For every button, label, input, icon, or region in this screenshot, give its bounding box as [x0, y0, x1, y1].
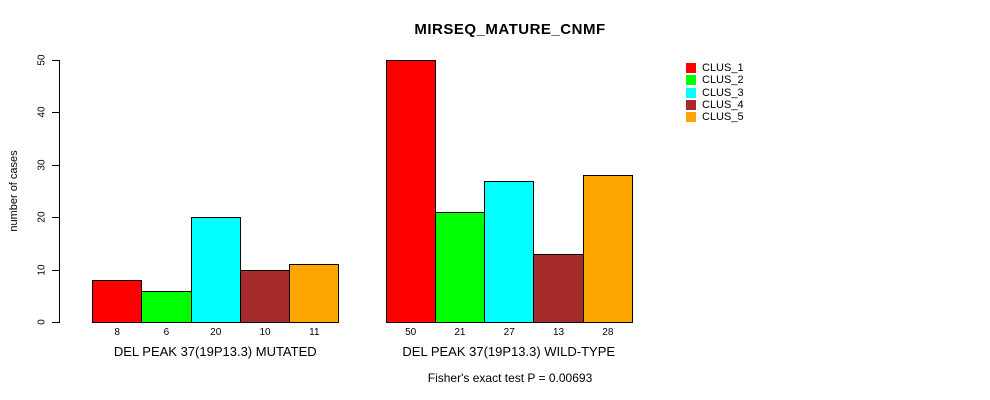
y-axis-tick — [52, 60, 59, 61]
legend-label: CLUS_2 — [702, 74, 744, 87]
group-label: DEL PEAK 37(19P13.3) WILD-TYPE — [402, 344, 616, 359]
legend-item-clus_2: CLUS_2 — [686, 74, 744, 86]
y-axis-line — [59, 60, 60, 323]
bar-value-label: 6 — [163, 327, 170, 338]
bar-value-label: 10 — [259, 327, 271, 338]
legend-item-clus_5: CLUS_5 — [686, 111, 744, 123]
group-label: DEL PEAK 37(19P13.3) MUTATED — [113, 344, 317, 359]
y-axis-tick-label: 20 — [36, 211, 48, 223]
bar-value-label: 27 — [503, 327, 515, 338]
y-axis-tick — [52, 164, 59, 166]
y-axis-tick — [52, 217, 59, 219]
legend: CLUS_1 CLUS_2 CLUS_3 CLUS_4 CLUS_5 — [686, 62, 744, 123]
fisher-test-caption: Fisher's exact test P = 0.00693 — [427, 371, 593, 385]
y-axis-label: number of cases — [8, 150, 20, 232]
legend-label: CLUS_5 — [702, 111, 744, 124]
legend-color-swatch — [686, 63, 696, 73]
y-axis-tick-label: 30 — [36, 159, 48, 171]
legend-color-swatch — [686, 75, 696, 86]
chart-title: MIRSEQ_MATURE_CNMF — [414, 21, 606, 38]
bar-clus_1-group1 — [92, 280, 143, 323]
bar-value-label: 13 — [552, 327, 565, 338]
bar-value-label: 50 — [405, 327, 417, 338]
y-axis-tick — [52, 269, 59, 271]
y-axis-tick — [52, 322, 59, 323]
y-axis-tick-label: 50 — [36, 54, 48, 66]
y-axis-tick-label: 40 — [36, 106, 48, 118]
bar-value-label: 20 — [210, 327, 222, 338]
bar-clus_3-group1 — [190, 217, 241, 323]
bar-clus_5-group1 — [289, 264, 340, 323]
legend-item-clus_1: CLUS_1 — [686, 62, 744, 74]
bar-clus_2-group1 — [141, 291, 192, 323]
bar-clus_5-group2 — [582, 175, 633, 323]
legend-color-swatch — [686, 99, 696, 110]
bar-value-label: 8 — [114, 327, 120, 338]
legend-label: CLUS_3 — [702, 86, 744, 99]
legend-item-clus_4: CLUS_4 — [686, 99, 744, 111]
bar-value-label: 11 — [309, 327, 320, 338]
bar-clus_1-group2 — [385, 60, 436, 323]
bar-value-label: 21 — [454, 327, 466, 338]
legend-label: CLUS_1 — [702, 62, 744, 74]
legend-color-swatch — [686, 87, 696, 98]
bar-value-label: 28 — [602, 327, 614, 338]
bar-clus_2-group2 — [434, 212, 486, 323]
y-axis-tick — [52, 112, 59, 114]
bar-clus_4-group1 — [239, 270, 291, 323]
y-axis-tick-label: 10 — [36, 264, 48, 276]
legend-label: CLUS_4 — [702, 98, 744, 111]
bar-clus_3-group2 — [484, 181, 535, 323]
legend-item-clus_3: CLUS_3 — [686, 87, 744, 99]
legend-color-swatch — [686, 112, 696, 123]
y-axis-tick-label: 0 — [36, 319, 48, 325]
bar-clus_4-group2 — [533, 254, 584, 323]
